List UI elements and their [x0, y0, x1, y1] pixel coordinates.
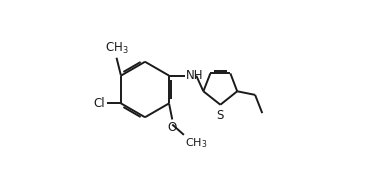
Text: Cl: Cl [94, 97, 105, 110]
Text: CH$_3$: CH$_3$ [105, 41, 128, 56]
Text: CH$_3$: CH$_3$ [185, 136, 207, 150]
Text: O: O [168, 121, 177, 134]
Text: NH: NH [186, 69, 204, 82]
Text: S: S [217, 109, 224, 122]
